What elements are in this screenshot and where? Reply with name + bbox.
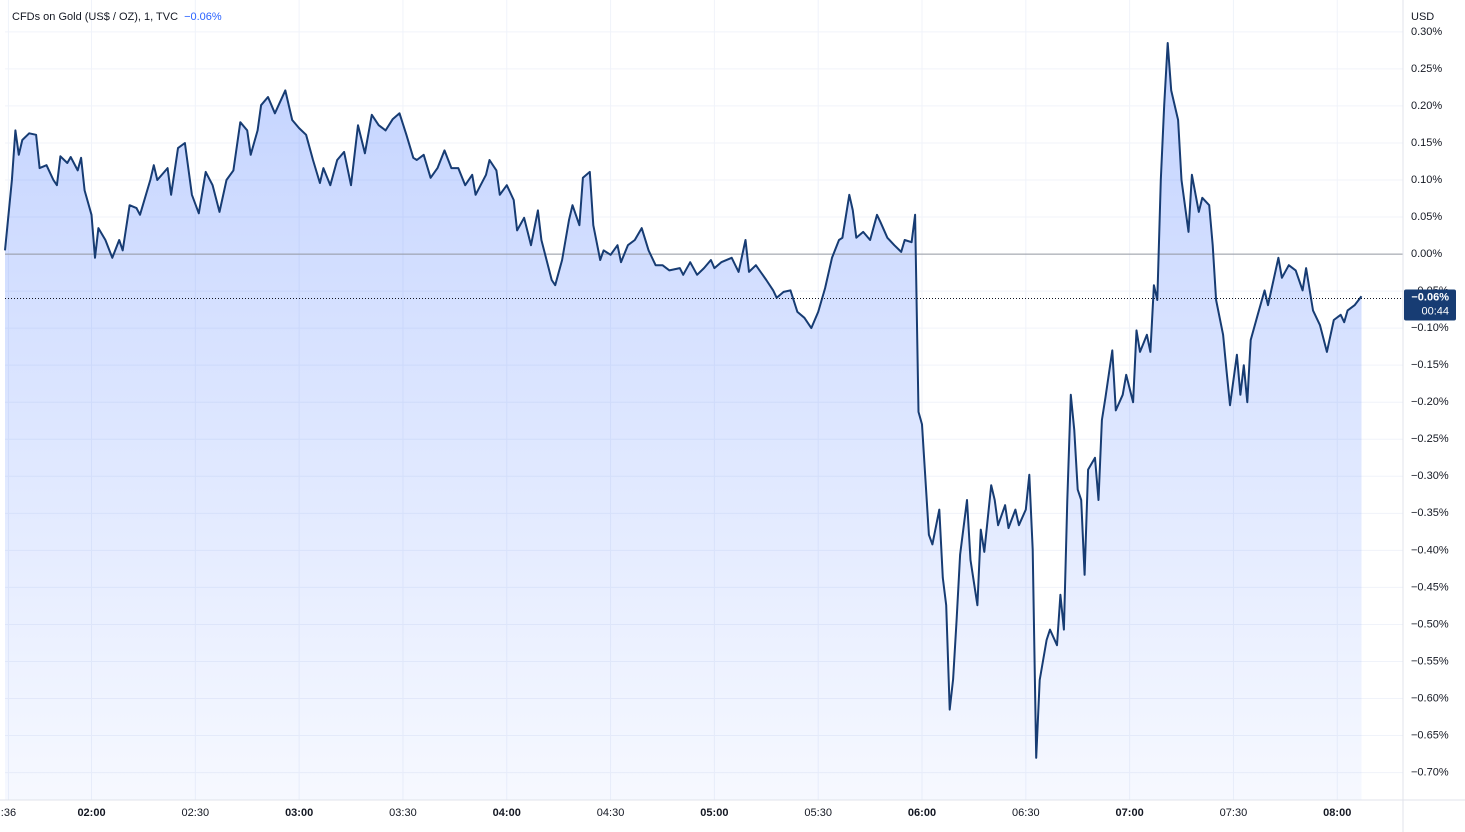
y-tick-label: −0.70% (1411, 766, 1449, 778)
y-tick-label: 0.00% (1411, 248, 1442, 260)
plot (4, 42, 1403, 800)
change-label: −0.06% (184, 11, 222, 23)
y-tick-label: −0.45% (1411, 581, 1449, 593)
y-tick-label: −0.50% (1411, 618, 1449, 630)
countdown-label: 00:44 (1421, 305, 1449, 317)
area-fill (5, 43, 1362, 800)
x-tick-label: 05:30 (804, 807, 832, 819)
y-tick-label: −0.35% (1411, 507, 1449, 519)
y-tick-label: −0.40% (1411, 544, 1449, 556)
y-tick-label: −0.65% (1411, 729, 1449, 741)
x-tick-label: 07:00 (1116, 807, 1144, 819)
x-tick-label: 06:30 (1012, 807, 1040, 819)
y-tick-label: 0.30% (1411, 26, 1442, 38)
x-tick-label: 04:00 (493, 807, 521, 819)
x-tick-label: 08:00 (1323, 807, 1351, 819)
price-tag: −0.06% 00:44 (1404, 289, 1456, 321)
y-tick-label: −0.25% (1411, 433, 1449, 445)
y-tick-label: −0.15% (1411, 359, 1449, 371)
last-price-tag (1404, 289, 1456, 321)
x-tick-label: 04:30 (597, 807, 625, 819)
x-tick-label: :36 (1, 807, 16, 819)
y-tick-label: 0.10% (1411, 174, 1442, 186)
x-tick-label: 03:30 (389, 807, 417, 819)
y-tick-label: −0.55% (1411, 655, 1449, 667)
y-tick-label: 0.20% (1411, 100, 1442, 112)
y-tick-label: 0.15% (1411, 137, 1442, 149)
chart-title: CFDs on Gold (US$ / OZ), 1, TVC (12, 11, 178, 23)
y-tick-label: −0.20% (1411, 396, 1449, 408)
x-tick-label: 02:30 (182, 807, 210, 819)
x-tick-label: 06:00 (908, 807, 936, 819)
y-tick-label: 0.05% (1411, 211, 1442, 223)
price-line (4, 42, 1363, 759)
y-tick-label: −0.10% (1411, 322, 1449, 334)
y-tick-label: 0.25% (1411, 63, 1442, 75)
x-tick-label: 05:00 (700, 807, 728, 819)
currency-label: USD (1411, 11, 1434, 23)
y-tick-label: −0.60% (1411, 692, 1449, 704)
axes: 0.30%0.25%0.20%0.15%0.10%0.05%0.00%−0.05… (1, 26, 1449, 819)
x-tick-label: 02:00 (77, 807, 105, 819)
x-tick-label: 03:00 (285, 807, 313, 819)
y-tick-label: −0.30% (1411, 470, 1449, 482)
x-tick-label: 07:30 (1220, 807, 1248, 819)
last-price-label: −0.06% (1411, 291, 1449, 303)
